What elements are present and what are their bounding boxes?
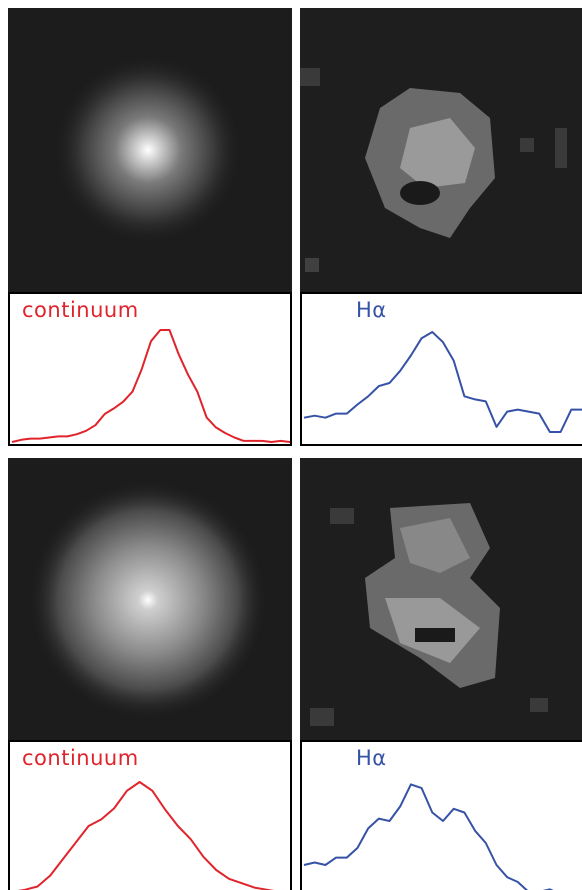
continuum-profile-plot-2: continuum bbox=[8, 740, 292, 890]
continuum-label-2: continuum bbox=[22, 746, 139, 770]
continuum-profile-plot-1: continuum bbox=[8, 292, 292, 446]
halpha-image-2 bbox=[300, 458, 582, 740]
profile-line-2 bbox=[303, 331, 582, 433]
profile-line-1 bbox=[11, 329, 290, 443]
halpha-profile-svg-1 bbox=[303, 331, 582, 433]
halpha-profile-plot-2: Hα bbox=[300, 740, 582, 890]
continuum-image-2-svg bbox=[8, 458, 292, 740]
continuum-image-2 bbox=[8, 458, 292, 740]
profile-line-4 bbox=[303, 783, 554, 890]
halpha-label-1: Hα bbox=[356, 298, 387, 322]
continuum-image-1 bbox=[8, 8, 292, 292]
continuum-profile-svg-1 bbox=[11, 329, 290, 443]
continuum-label-1: continuum bbox=[22, 298, 139, 322]
halpha-label-2: Hα bbox=[356, 746, 387, 770]
halpha-image-2-svg bbox=[300, 458, 582, 740]
halpha-profile-plot-1: Hα bbox=[300, 292, 582, 446]
halpha-image-1-svg bbox=[300, 8, 582, 292]
halpha-profile-svg-2 bbox=[303, 783, 554, 890]
continuum-profile-svg-2 bbox=[17, 781, 275, 890]
continuum-image-1-svg bbox=[8, 8, 292, 292]
halpha-image-1 bbox=[300, 8, 582, 292]
profile-line-3 bbox=[17, 781, 275, 890]
